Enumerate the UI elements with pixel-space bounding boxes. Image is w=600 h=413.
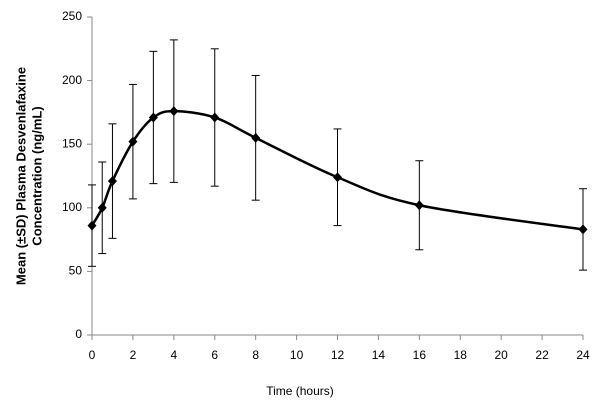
marker xyxy=(251,132,261,143)
x-tick-label: 14 xyxy=(372,348,386,362)
y-tick-label: 200 xyxy=(62,73,82,87)
x-tick-label: 2 xyxy=(130,348,137,362)
x-tick-label: 10 xyxy=(290,348,304,362)
y-tick-label: 250 xyxy=(62,9,82,23)
marker xyxy=(578,224,588,235)
x-tick-label: 16 xyxy=(413,348,427,362)
marker xyxy=(128,136,138,147)
y-axis-label: Concentration (ng/mL) xyxy=(29,106,44,245)
marker xyxy=(97,202,107,213)
y-tick-label: 100 xyxy=(62,200,82,214)
x-tick-label: 22 xyxy=(535,348,549,362)
x-tick-label: 12 xyxy=(331,348,345,362)
marker xyxy=(169,106,179,117)
x-tick-label: 8 xyxy=(252,348,259,362)
marker xyxy=(210,112,220,123)
x-tick-label: 6 xyxy=(211,348,218,362)
x-tick-label: 18 xyxy=(454,348,468,362)
marker xyxy=(333,172,342,183)
marker xyxy=(148,112,158,123)
x-axis-label: Time (hours) xyxy=(266,384,334,398)
y-tick-label: 0 xyxy=(75,327,82,341)
x-tick-label: 20 xyxy=(494,348,508,362)
y-tick-label: 150 xyxy=(62,136,82,150)
x-tick-label: 4 xyxy=(170,348,177,362)
marker xyxy=(107,176,117,187)
x-tick-label: 0 xyxy=(89,348,96,362)
y-axis-label: Mean (±SD) Plasma Desvenlafaxine xyxy=(13,67,28,285)
x-tick-label: 24 xyxy=(576,348,590,362)
y-tick-label: 50 xyxy=(69,264,83,278)
marker xyxy=(414,200,424,211)
marker xyxy=(87,220,97,231)
